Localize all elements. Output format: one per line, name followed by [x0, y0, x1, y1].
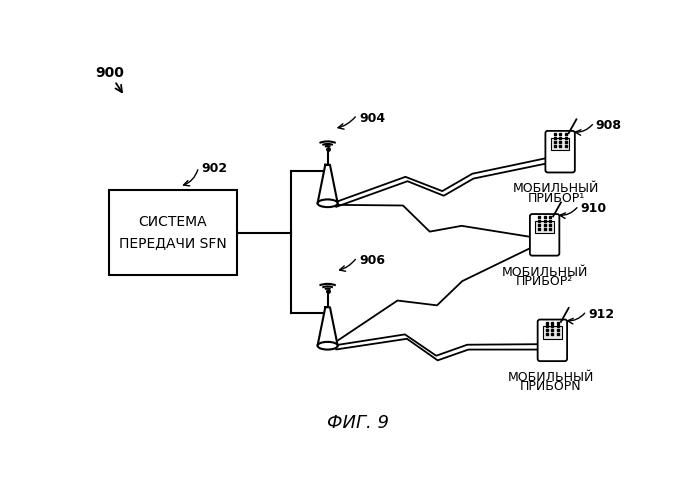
Polygon shape [317, 165, 338, 203]
Bar [551, 138, 570, 150]
Text: ПРИБОР²: ПРИБОР² [516, 275, 573, 288]
FancyBboxPatch shape [545, 131, 575, 172]
Text: ПРИБОРN: ПРИБОРN [520, 380, 582, 393]
Text: СИСТЕМА
ПЕРЕДАЧИ SFN: СИСТЕМА ПЕРЕДАЧИ SFN [119, 215, 227, 250]
FancyBboxPatch shape [538, 320, 567, 361]
Text: 912: 912 [588, 308, 614, 321]
Text: ФИГ. 9: ФИГ. 9 [327, 413, 389, 432]
Ellipse shape [317, 200, 338, 207]
Bar [535, 221, 554, 233]
Text: 906: 906 [359, 254, 385, 267]
Text: 900: 900 [95, 66, 124, 80]
Polygon shape [317, 307, 338, 346]
Text: МОБИЛЬНЫЙ: МОБИЛЬНЫЙ [507, 371, 594, 384]
Ellipse shape [317, 342, 338, 350]
Text: 902: 902 [201, 163, 227, 175]
Text: 908: 908 [596, 120, 622, 132]
Text: МОБИЛЬНЫЙ: МОБИЛЬНЫЙ [501, 266, 588, 279]
FancyBboxPatch shape [530, 214, 559, 255]
Bar [543, 327, 562, 339]
Text: 910: 910 [580, 203, 607, 215]
Text: МОБИЛЬНЫЙ: МОБИЛЬНЫЙ [513, 182, 600, 196]
Text: ПРИБОР¹: ПРИБОР¹ [528, 192, 585, 205]
Text: 904: 904 [359, 112, 386, 124]
Bar [109, 190, 237, 275]
